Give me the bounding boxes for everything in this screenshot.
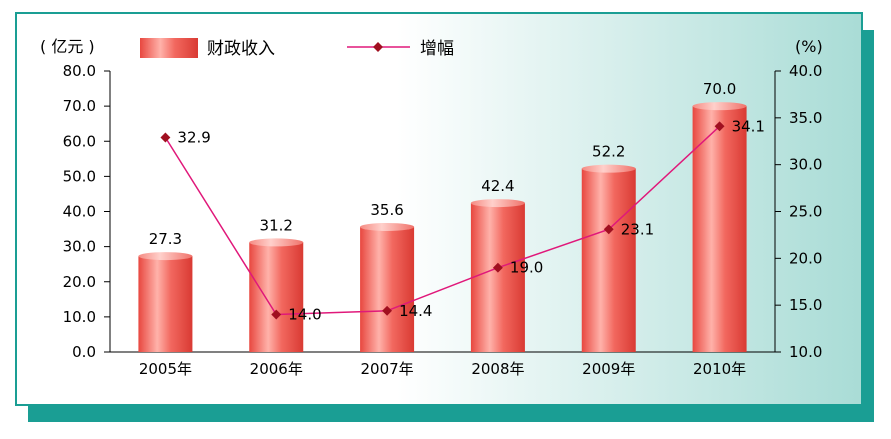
y-axis-right-ticks: 10.0 15.0 20.0 25.0 30.0 35.0 40.0 — [775, 62, 822, 361]
y-left-tick-label: 20.0 — [63, 273, 96, 291]
y-left-tick-label: 80.0 — [63, 62, 96, 80]
growth-point — [603, 224, 614, 235]
y-right-tick-label: 10.0 — [789, 343, 822, 361]
y-left-tick-label: 30.0 — [63, 238, 96, 256]
y-left-tick-label: 0.0 — [72, 343, 96, 361]
growth-value-label: 23.1 — [621, 220, 654, 238]
x-tick-label: 2007年 — [360, 360, 413, 378]
legend-bar-swatch — [140, 38, 198, 58]
legend-bar-label: 财政收入 — [207, 39, 275, 59]
y-right-tick-label: 20.0 — [789, 249, 822, 267]
bar-value-label: 35.6 — [370, 201, 403, 219]
y-axis-left-ticks: 0.0 10.0 20.0 30.0 40.0 50.0 60.0 70.0 80.0 — [63, 62, 110, 361]
growth-point — [714, 121, 725, 132]
bar-series: 27.3 31.2 35.6 42.4 52.2 70.0 — [138, 80, 747, 352]
growth-value-label: 19.0 — [510, 259, 543, 277]
bar — [360, 226, 415, 352]
bar-cap — [581, 164, 636, 173]
y-right-tick-label: 30.0 — [789, 156, 822, 174]
bar-cap — [249, 238, 304, 247]
x-axis-labels: 2005年 2006年 2007年 2008年 2009年 2010年 — [139, 360, 746, 378]
growth-point — [271, 309, 282, 320]
growth-value-label: 14.4 — [399, 302, 432, 320]
y-left-tick-label: 60.0 — [63, 132, 96, 150]
growth-value-label: 32.9 — [177, 129, 210, 147]
y-left-tick-label: 70.0 — [63, 97, 96, 115]
bar — [470, 203, 525, 352]
y-right-tick-label: 25.0 — [789, 203, 822, 221]
x-tick-label: 2005年 — [139, 360, 192, 378]
y-axis-left-label: ( 亿元 ) — [40, 37, 95, 56]
bar-cap — [138, 252, 193, 261]
legend-line-label: 增幅 — [420, 39, 454, 59]
x-tick-label: 2008年 — [471, 360, 524, 378]
bar-value-label: 42.4 — [481, 177, 514, 195]
bar-value-label: 52.2 — [592, 143, 625, 161]
line-series: 32.9 14.0 14.4 19.0 23.1 34.1 — [160, 117, 765, 324]
bar — [581, 168, 636, 352]
y-left-tick-label: 10.0 — [63, 308, 96, 326]
growth-line — [164, 125, 721, 316]
bar-value-label: 70.0 — [703, 80, 736, 98]
x-tick-label: 2006年 — [250, 360, 303, 378]
bar — [692, 106, 747, 352]
growth-point — [160, 132, 171, 143]
y-right-tick-label: 15.0 — [789, 296, 822, 314]
bar-cap — [360, 222, 415, 231]
y-left-tick-label: 50.0 — [63, 167, 96, 185]
growth-point — [382, 305, 393, 316]
y-left-tick-label: 40.0 — [63, 203, 96, 221]
y-axis-right-label: (%) — [795, 37, 823, 56]
growth-value-label: 14.0 — [288, 306, 321, 324]
growth-value-label: 34.1 — [732, 117, 765, 135]
y-right-tick-label: 40.0 — [789, 62, 822, 80]
bar-value-label: 27.3 — [149, 230, 182, 248]
growth-point — [492, 262, 503, 273]
bar-cap — [692, 102, 747, 111]
x-tick-label: 2009年 — [582, 360, 635, 378]
bar — [249, 242, 304, 352]
bar-value-label: 31.2 — [260, 216, 293, 234]
y-right-tick-label: 35.0 — [789, 109, 822, 127]
bar — [138, 256, 193, 352]
x-tick-label: 2010年 — [693, 360, 746, 378]
bar-cap — [470, 199, 525, 208]
